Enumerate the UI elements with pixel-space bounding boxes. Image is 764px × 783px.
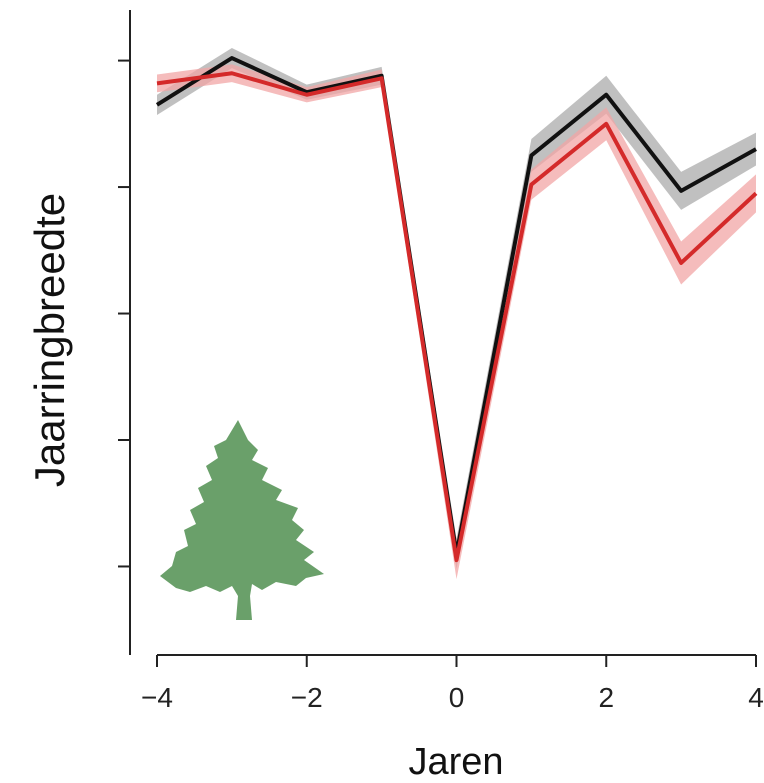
x-tick-label: 2 [598,682,614,713]
y-ticks [118,59,130,568]
x-tick-label: 0 [449,682,465,713]
x-ticks: −4 −2 0 2 4 [141,655,764,713]
y-axis-label: Jaarringbreedte [26,193,73,487]
x-tick-label: −4 [141,682,173,713]
series-lines [155,56,758,563]
conifer-tree-icon [160,420,324,620]
x-tick-label: −2 [291,682,323,713]
series-line-2 [156,71,758,563]
x-tick-label: 4 [748,682,764,713]
x-axis-label: Jaren [408,741,503,783]
